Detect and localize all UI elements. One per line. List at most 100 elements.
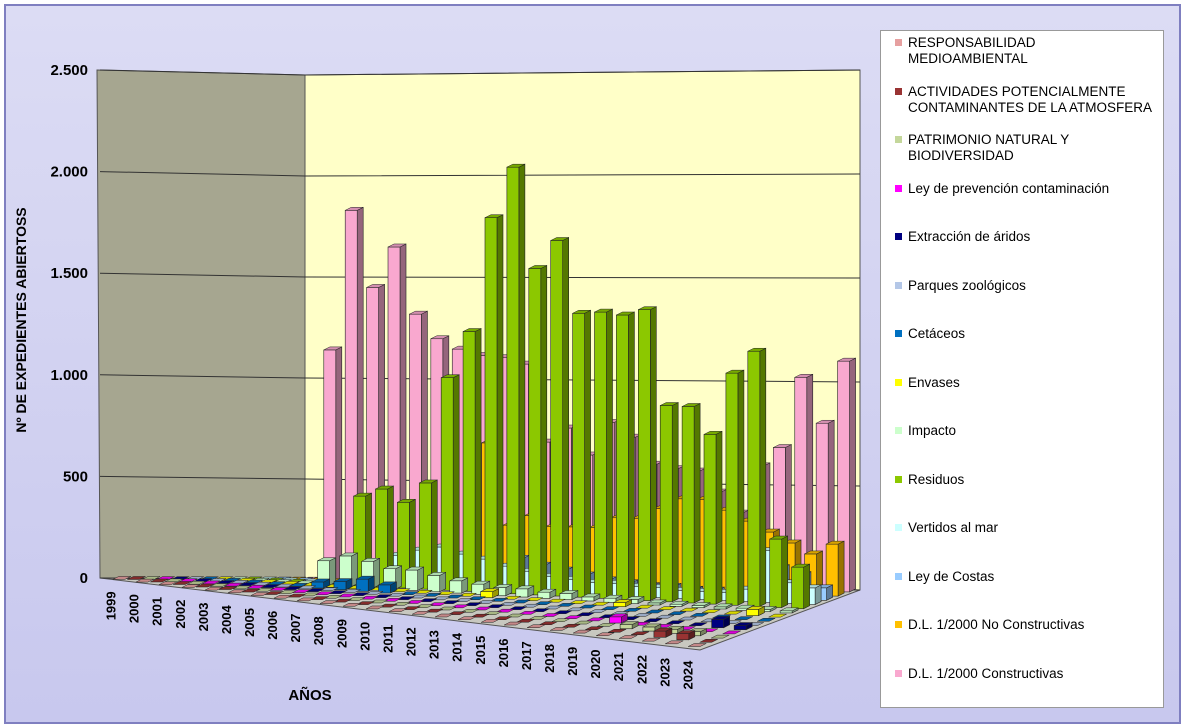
bar-top [449, 577, 468, 582]
grid-line [99, 374, 861, 383]
bar-top [319, 600, 339, 604]
bar [645, 609, 664, 614]
bar-top [724, 610, 743, 615]
legend-item: Parques zoológicos [895, 278, 1157, 294]
bar-top [493, 616, 512, 620]
bar-front [405, 569, 418, 591]
bar [392, 602, 411, 606]
bar-top [691, 602, 711, 606]
legend-label: Extracción de áridos [908, 229, 1031, 244]
bar-top [379, 603, 398, 608]
bar [601, 606, 620, 610]
legend-label: RESPONSABILIDAD MEDIOAMBIENTAL [908, 35, 1036, 66]
bar-top [528, 616, 548, 620]
bar-front [647, 602, 661, 606]
bar-top [630, 631, 650, 636]
bar-top [681, 403, 701, 407]
bar-top [339, 552, 358, 557]
bar-front [791, 566, 804, 610]
legend-swatch [895, 669, 902, 677]
bar-top [311, 578, 330, 583]
bar [566, 607, 585, 612]
legend-label: Parques zoológicos [908, 277, 1026, 293]
bar-top [539, 621, 558, 625]
bar-top [375, 485, 394, 490]
bar [597, 623, 616, 627]
bar-top [356, 601, 375, 605]
bar [382, 598, 402, 602]
bar-top [559, 590, 578, 594]
bar [418, 598, 437, 602]
bar [588, 609, 607, 613]
bar-side [606, 308, 613, 599]
bar-top [275, 583, 294, 588]
bar-front [449, 580, 463, 594]
bar-top [484, 214, 504, 218]
bar [333, 598, 352, 603]
bar-top [273, 594, 293, 599]
bar-top [503, 621, 523, 626]
x-tick-label: 2017 [519, 641, 534, 670]
legend-item: Residuos [895, 472, 1157, 488]
bar-side [628, 311, 635, 600]
bar-top [578, 604, 598, 609]
bar-front [603, 597, 617, 603]
bar [676, 630, 696, 641]
bar-side [650, 306, 657, 602]
legend-item: RESPONSABILIDAD MEDIOAMBIENTAL [895, 35, 1157, 67]
bar-top [550, 237, 569, 241]
legend-label: Impacto [908, 423, 957, 438]
legend-swatch [895, 378, 902, 386]
bar [553, 610, 573, 614]
bar [493, 616, 512, 620]
x-tick-label: 2006 [265, 611, 280, 640]
bar-top [679, 607, 699, 612]
bar [681, 402, 701, 604]
bar [515, 585, 535, 598]
bar-top [635, 604, 654, 609]
grid-line [99, 171, 861, 177]
bar-front [676, 633, 690, 641]
bar-side [335, 346, 343, 582]
bar-top [360, 595, 379, 600]
bar-top [713, 603, 733, 608]
bar [396, 596, 415, 600]
bar-top [480, 619, 500, 623]
bar-top [725, 369, 745, 374]
bar-top [633, 613, 652, 617]
bar [569, 600, 588, 604]
legend-swatch [895, 39, 902, 46]
legend-swatch [895, 330, 902, 337]
bar-top [378, 581, 397, 586]
bar-side [562, 237, 569, 597]
bar [275, 583, 294, 588]
bar-top [643, 618, 663, 622]
x-tick-label: 2023 [657, 658, 672, 687]
bar-top [653, 627, 673, 632]
bar-front [484, 217, 498, 593]
x-tick-label: 2024 [680, 660, 695, 690]
bar [158, 581, 177, 586]
bar [516, 618, 535, 623]
bar-top [769, 535, 788, 540]
x-tick-label: 1999 [104, 591, 119, 620]
bar-top [310, 596, 329, 600]
bar [619, 621, 639, 630]
bar-top [427, 572, 446, 576]
bar-top [373, 594, 392, 598]
legend-label: D.L. 1/2000 No Constructivas [908, 617, 1085, 632]
bar-top [669, 600, 689, 605]
bar-top [392, 602, 411, 606]
bar [210, 583, 229, 587]
bar-top [794, 374, 813, 378]
bar [643, 618, 663, 622]
bar-top [518, 611, 537, 615]
bar-top [397, 499, 416, 503]
bar [573, 629, 592, 634]
bar-top [441, 374, 460, 378]
bar-top [660, 402, 679, 406]
bar-top [576, 612, 595, 616]
bar-top [620, 621, 639, 625]
bar [506, 163, 526, 595]
x-tick-label: 2019 [565, 647, 580, 676]
